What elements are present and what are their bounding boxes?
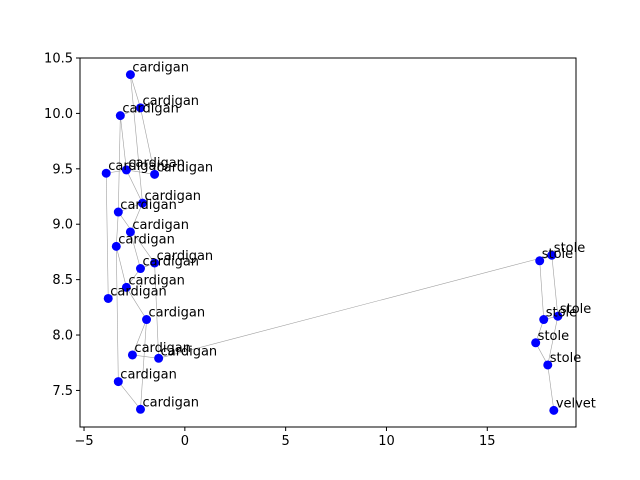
edge-line-5: [120, 115, 127, 170]
data-point-7: [113, 207, 123, 217]
edge-line-25: [118, 381, 141, 410]
point-label-23: stole: [538, 329, 569, 344]
point-label-5: cardigan: [157, 160, 214, 175]
edge-line-2: [140, 107, 155, 175]
data-point-4: [121, 165, 131, 175]
data-point-5: [150, 169, 160, 179]
edges-layer: [105, 74, 559, 411]
data-point-3: [101, 168, 111, 178]
data-point-14: [142, 315, 152, 325]
data-point-9: [111, 241, 121, 251]
y-tick-label-4: 9.5: [52, 162, 73, 177]
data-point-1: [135, 103, 145, 113]
point-label-9: cardigan: [118, 232, 175, 247]
edge-line-7: [105, 173, 109, 299]
edge-line-28: [539, 260, 545, 320]
point-label-20: stole: [542, 247, 573, 262]
point-label-0: cardigan: [132, 61, 189, 76]
edge-line-13: [118, 211, 155, 264]
data-point-23: [531, 338, 541, 348]
data-point-20: [535, 256, 545, 266]
point-label-7: cardigan: [120, 198, 177, 213]
point-label-18: cardigan: [142, 395, 199, 410]
edge-line-12: [115, 212, 119, 247]
point-label-17: cardigan: [120, 368, 177, 383]
data-point-12: [121, 282, 131, 292]
edge-line-4: [118, 115, 121, 213]
data-point-15: [127, 350, 137, 360]
edge-line-14: [130, 231, 141, 269]
data-point-24: [543, 360, 553, 370]
data-point-2: [115, 111, 125, 121]
edge-line-9: [126, 169, 143, 204]
point-label-10: cardigan: [157, 249, 214, 264]
edge-line-15: [116, 246, 127, 288]
edge-line-11: [130, 203, 143, 233]
edge-line-20: [126, 287, 147, 320]
data-point-13: [103, 293, 113, 303]
point-label-1: cardigan: [142, 94, 199, 109]
y-tick-label-6: 10.5: [44, 52, 73, 67]
edge-line-8: [126, 169, 155, 175]
data-point-8: [125, 227, 135, 237]
data-point-10: [150, 258, 160, 268]
point-label-4: cardigan: [128, 156, 185, 171]
data-point-6: [138, 198, 148, 208]
point-label-12: cardigan: [128, 273, 185, 288]
data-point-22: [539, 315, 549, 325]
point-label-3: cardigan: [108, 159, 165, 174]
point-label-22: stole: [546, 306, 577, 321]
x-tick-label-3: 10: [378, 434, 395, 449]
x-tick-label-2: 5: [282, 434, 290, 449]
y-tick-label-0: 7.5: [52, 384, 73, 399]
edge-line-32: [547, 316, 559, 366]
point-label-6: cardigan: [145, 189, 202, 204]
data-point-11: [135, 264, 145, 274]
point-label-24: stole: [550, 351, 581, 366]
point-labels-layer: cardigancardigancardigancardigancardigan…: [108, 61, 596, 412]
y-tick-label-3: 9.0: [52, 218, 73, 233]
data-point-16: [154, 353, 164, 363]
edge-line-1: [130, 74, 143, 204]
axes-frame: [79, 57, 577, 428]
x-tick-label-4: 15: [479, 434, 496, 449]
y-tick-label-2: 8.5: [52, 273, 73, 288]
edge-line-26: [140, 319, 147, 410]
x-tick-label-1: 0: [181, 434, 189, 449]
x-tick-label-0: −5: [74, 434, 93, 449]
point-label-14: cardigan: [149, 306, 206, 321]
y-axis-ticks: 7.5 8.0 8.5 9.0 9.5 10.0 10.5: [44, 52, 80, 399]
point-label-16: cardigan: [161, 344, 218, 359]
edge-line-29: [551, 255, 559, 317]
point-label-8: cardigan: [132, 218, 189, 233]
point-label-2: cardigan: [122, 102, 179, 117]
data-point-25: [549, 405, 559, 415]
y-tick-label-5: 10.0: [44, 107, 73, 122]
point-label-11: cardigan: [142, 255, 199, 270]
edge-line-22: [132, 319, 147, 356]
data-point-21: [553, 311, 563, 321]
point-label-15: cardigan: [134, 341, 191, 356]
edge-line-24: [158, 254, 552, 359]
data-point-0: [125, 70, 135, 80]
points-layer: [101, 70, 563, 415]
data-point-17: [113, 377, 123, 387]
edge-line-0: [130, 74, 141, 108]
data-point-19: [547, 250, 557, 260]
point-label-19: stole: [554, 241, 585, 256]
y-tick-label-1: 8.0: [52, 329, 73, 344]
x-axis-ticks: −5 0 5 10 15: [74, 427, 496, 449]
edge-line-34: [547, 364, 555, 411]
edge-line-21: [115, 246, 119, 382]
point-label-13: cardigan: [110, 284, 167, 299]
data-point-18: [135, 404, 145, 414]
edge-line-17: [154, 262, 159, 359]
